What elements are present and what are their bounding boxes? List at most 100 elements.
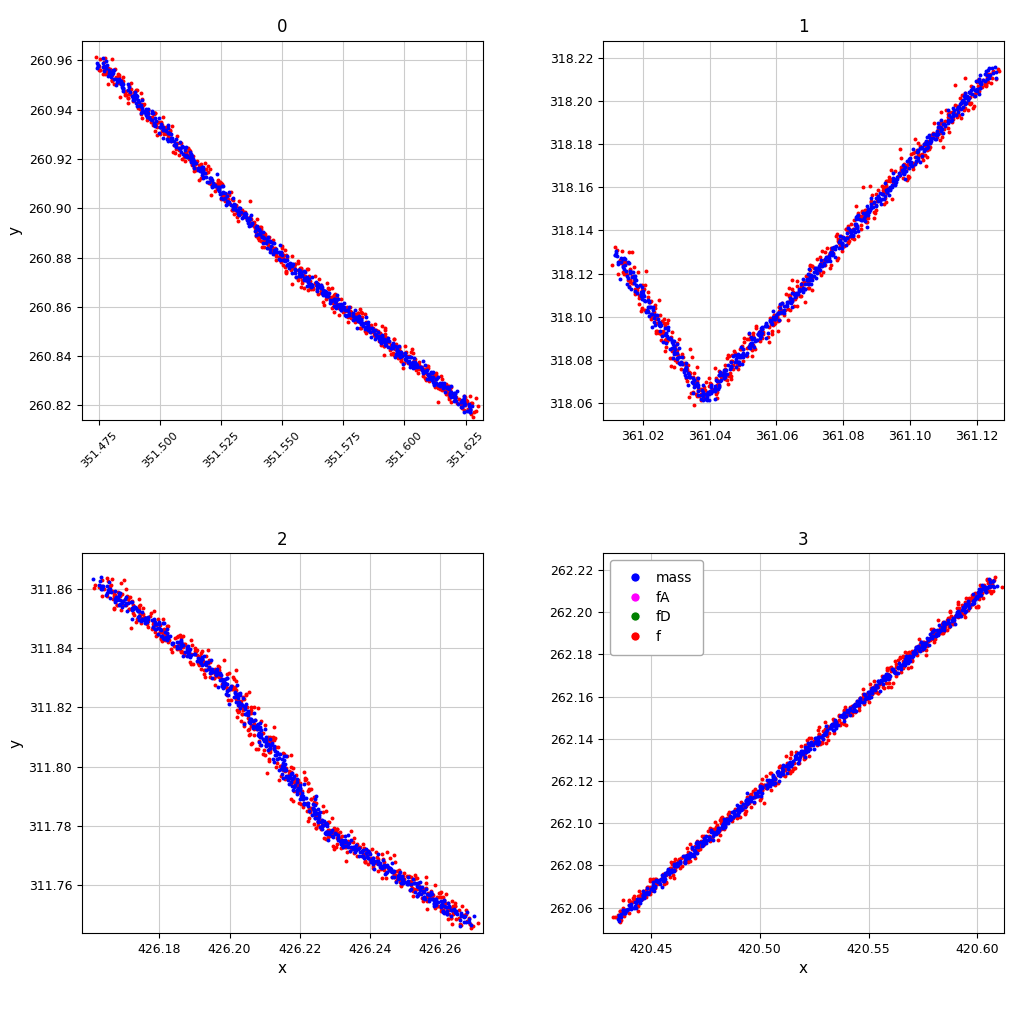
Point	[144, 104, 161, 121]
Point	[617, 901, 634, 918]
Point	[260, 233, 276, 249]
Point	[118, 595, 134, 611]
Point	[641, 294, 657, 310]
Point	[142, 605, 159, 622]
Point	[418, 364, 434, 380]
Point	[163, 130, 179, 146]
Point	[738, 341, 755, 357]
Point	[933, 620, 949, 636]
Point	[826, 718, 843, 734]
Point	[659, 861, 676, 877]
Point	[290, 269, 306, 285]
Point	[182, 149, 199, 165]
Point	[908, 154, 925, 170]
Point	[895, 656, 911, 672]
Point	[791, 286, 807, 302]
Point	[956, 93, 973, 110]
Point	[327, 824, 343, 841]
Point	[179, 648, 196, 664]
Point	[622, 262, 638, 278]
Point	[734, 799, 751, 815]
Point	[762, 776, 778, 792]
Point	[874, 186, 891, 202]
Point	[367, 316, 383, 333]
Point	[390, 339, 407, 355]
Point	[702, 822, 719, 839]
Point	[817, 725, 834, 741]
Point	[217, 194, 233, 210]
Point	[866, 678, 883, 695]
Point	[310, 800, 327, 816]
Point	[901, 150, 918, 166]
Point	[434, 371, 451, 387]
Point	[732, 798, 749, 814]
Point	[840, 704, 856, 720]
Point	[845, 698, 861, 714]
Point	[162, 123, 178, 139]
Point	[113, 575, 129, 591]
Point	[636, 288, 652, 304]
Point	[899, 655, 915, 671]
Point	[257, 721, 273, 737]
Point	[236, 702, 252, 718]
Point	[252, 223, 268, 239]
Point	[359, 314, 376, 331]
Point	[794, 288, 810, 304]
Point	[863, 680, 880, 697]
Point	[681, 367, 697, 383]
Point	[462, 402, 478, 418]
Point	[718, 813, 734, 829]
Point	[143, 112, 160, 128]
Point	[278, 771, 294, 787]
Point	[862, 190, 879, 206]
Point	[788, 749, 805, 766]
Point	[234, 210, 251, 226]
Point	[722, 808, 738, 824]
Point	[732, 800, 749, 816]
Point	[708, 821, 724, 838]
Point	[692, 839, 709, 855]
Point	[303, 269, 319, 285]
Point	[881, 659, 897, 675]
Point	[130, 602, 146, 619]
Point	[808, 265, 824, 281]
Point	[387, 338, 403, 354]
Point	[93, 569, 110, 585]
Point	[772, 297, 788, 313]
Point	[821, 719, 838, 735]
Point	[200, 660, 216, 676]
Point	[145, 620, 162, 636]
Point	[688, 386, 705, 403]
Point	[848, 211, 864, 227]
Title: 3: 3	[798, 531, 809, 549]
Point	[815, 731, 831, 747]
Point	[651, 874, 668, 890]
Point	[768, 311, 784, 328]
Point	[783, 745, 800, 762]
Point	[956, 602, 973, 619]
Point	[354, 305, 371, 321]
Point	[680, 357, 696, 373]
Point	[788, 749, 805, 766]
Point	[767, 310, 783, 327]
Point	[318, 823, 335, 840]
Point	[343, 834, 359, 850]
Point	[672, 356, 688, 372]
Point	[162, 130, 178, 146]
Point	[702, 376, 719, 392]
Point	[128, 89, 144, 105]
Point	[874, 675, 891, 692]
Point	[882, 172, 898, 189]
Point	[743, 793, 760, 809]
Point	[214, 177, 230, 194]
Point	[713, 373, 729, 389]
Point	[765, 316, 781, 333]
Point	[696, 390, 713, 407]
Point	[233, 693, 250, 709]
Point	[611, 254, 628, 270]
Point	[330, 297, 346, 313]
Point	[169, 140, 185, 156]
Point	[859, 214, 876, 230]
Point	[634, 300, 650, 316]
Point	[663, 330, 679, 346]
